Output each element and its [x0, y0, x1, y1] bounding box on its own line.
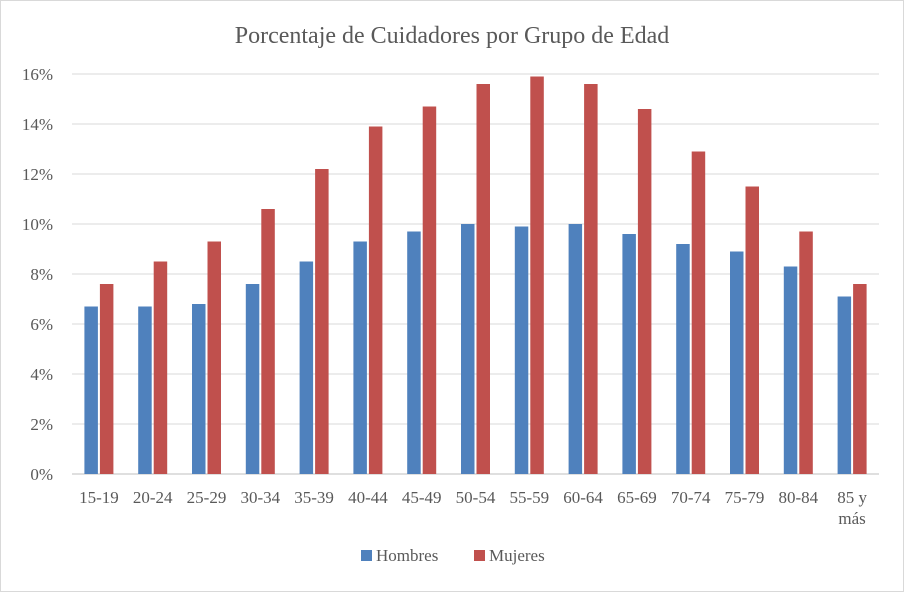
- x-tick-label: 75-79: [725, 488, 765, 507]
- bar-hombres-45-49: [407, 231, 421, 474]
- y-tick-label: 6%: [30, 315, 53, 334]
- x-tick-label: 45-49: [402, 488, 442, 507]
- bar-hombres-40-44: [353, 241, 367, 474]
- bar-hombres-20-24: [138, 306, 152, 474]
- chart-title: Porcentaje de Cuidadores por Grupo de Ed…: [235, 23, 670, 49]
- bar-mujeres-25-29: [207, 241, 221, 474]
- y-tick-label: 2%: [30, 415, 53, 434]
- x-tick-label: 20-24: [133, 488, 173, 507]
- bar-hombres-50-54: [461, 224, 475, 474]
- bar-hombres-70-74: [676, 244, 690, 474]
- legend-swatch-mujeres: [474, 550, 485, 561]
- bar-mujeres-20-24: [153, 261, 168, 474]
- bar-hombres-15-19: [84, 306, 98, 474]
- x-tick-label: más: [838, 509, 865, 528]
- x-tick-label: 80-84: [778, 488, 818, 507]
- bar-mujeres-85-y-más: [853, 284, 867, 474]
- bar-hombres-65-69: [622, 234, 636, 474]
- bar-mujeres-80-84: [799, 231, 813, 474]
- x-axis: 15-19 20-24 25-29 30-34 35-39 40-44 45-49 50-54…: [79, 488, 867, 528]
- bar-hombres-80-84: [783, 266, 798, 474]
- y-tick-label: 12%: [22, 165, 53, 184]
- bar-hombres-75-79: [730, 251, 744, 474]
- bar-hombres-55-59: [514, 226, 529, 474]
- x-tick-label: 65-69: [617, 488, 657, 507]
- y-tick-label: 4%: [30, 365, 53, 384]
- x-tick-label: 15-19: [79, 488, 119, 507]
- x-tick-label: 30-34: [240, 488, 280, 507]
- y-tick-label: 16%: [22, 65, 53, 84]
- gridlines: [72, 73, 879, 475]
- legend-label-mujeres: Mujeres: [489, 546, 545, 565]
- bar-hombres-25-29: [192, 304, 206, 474]
- x-tick-label: 25-29: [187, 488, 227, 507]
- bar-hombres-30-34: [245, 284, 260, 474]
- bar-hombres-35-39: [299, 261, 314, 474]
- x-tick-label: 70-74: [671, 488, 711, 507]
- bar-mujeres-30-34: [261, 209, 275, 474]
- legend-label-hombres: Hombres: [376, 546, 438, 565]
- bar-mujeres-40-44: [368, 126, 383, 474]
- bar-hombres-85-y-más: [837, 296, 852, 474]
- bar-mujeres-75-79: [745, 186, 759, 474]
- bar-hombres-60-64: [568, 224, 583, 474]
- x-tick-label: 55-59: [509, 488, 549, 507]
- bar-mujeres-60-64: [584, 84, 598, 474]
- x-tick-label: 85 y: [837, 488, 867, 507]
- bar-mujeres-65-69: [637, 109, 652, 474]
- y-axis: 0% 2% 4% 6% 8% 10% 12% 14% 16%: [22, 65, 53, 484]
- x-tick-label: 50-54: [456, 488, 496, 507]
- y-tick-label: 8%: [30, 265, 53, 284]
- bar-mujeres-45-49: [422, 106, 437, 474]
- bar-mujeres-35-39: [315, 169, 329, 474]
- legend: Hombres Mujeres: [361, 546, 545, 565]
- bars: [84, 76, 867, 474]
- y-tick-label: 0%: [30, 465, 53, 484]
- y-tick-label: 14%: [22, 115, 53, 134]
- bar-mujeres-50-54: [476, 84, 490, 474]
- x-tick-label: 35-39: [294, 488, 334, 507]
- x-tick-label: 40-44: [348, 488, 388, 507]
- bar-mujeres-15-19: [99, 284, 114, 474]
- y-tick-label: 10%: [22, 215, 53, 234]
- bar-mujeres-70-74: [691, 151, 706, 474]
- x-tick-label: 60-64: [563, 488, 603, 507]
- bar-mujeres-55-59: [530, 76, 544, 474]
- legend-swatch-hombres: [361, 550, 372, 561]
